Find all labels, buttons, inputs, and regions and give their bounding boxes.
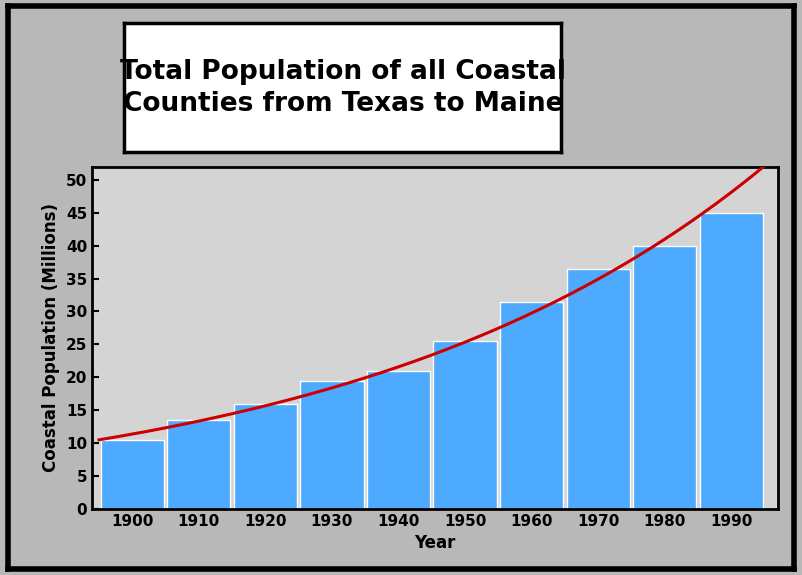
- Bar: [167, 420, 230, 509]
- Y-axis label: Coastal Population (Millions): Coastal Population (Millions): [43, 204, 60, 472]
- X-axis label: Year: Year: [415, 534, 456, 553]
- Bar: [367, 371, 430, 509]
- Bar: [500, 302, 563, 509]
- Bar: [633, 246, 696, 509]
- Text: Total Population of all Coastal
Counties from Texas to Maine: Total Population of all Coastal Counties…: [119, 59, 566, 117]
- Bar: [300, 381, 363, 509]
- Bar: [433, 341, 496, 509]
- Bar: [100, 440, 164, 509]
- Bar: [566, 269, 630, 509]
- Bar: [699, 213, 763, 509]
- Bar: [233, 404, 297, 509]
